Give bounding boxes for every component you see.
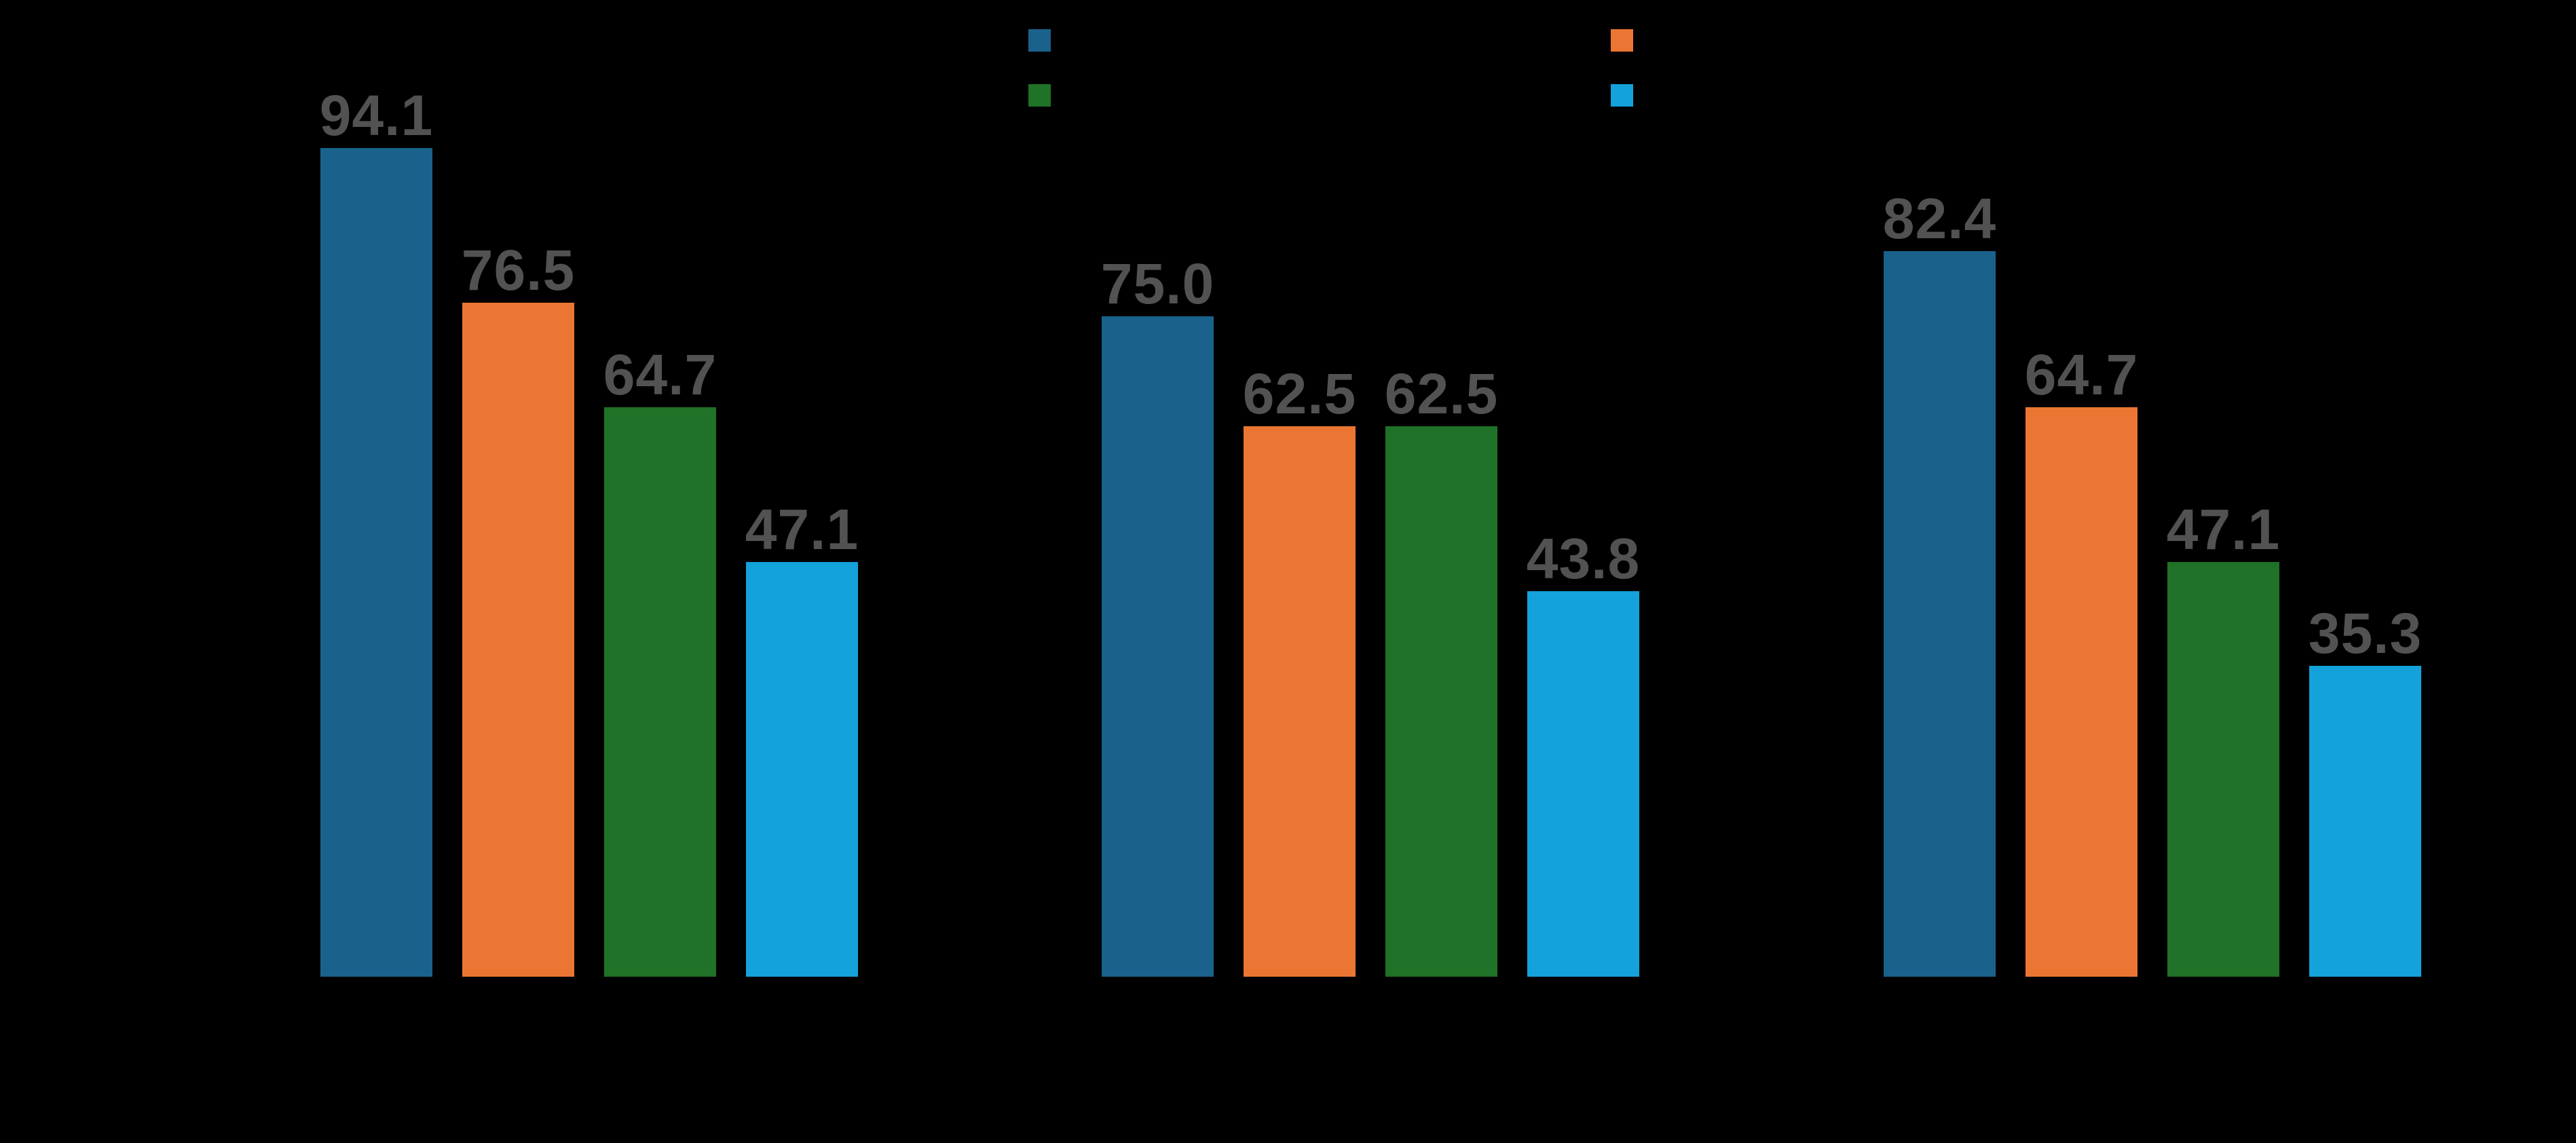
bar-group2-series-1-dark-blue (1102, 316, 1214, 977)
bar-value-label: 43.8 (1526, 527, 1641, 591)
bar-group1-series-2-orange (462, 303, 574, 977)
bar-value-label: 75.0 (1100, 252, 1215, 316)
bar-group1-series-1-dark-blue (320, 148, 432, 977)
bar-group3-series-4-light-blue (2309, 666, 2421, 977)
bar-value-label: 64.7 (603, 343, 717, 407)
bar-value-label: 64.7 (2024, 343, 2139, 407)
legend-swatch-series-2-orange (1611, 29, 1633, 52)
bar-value-label: 94.1 (319, 83, 434, 147)
bar-group2-series-3-green (1385, 426, 1497, 977)
bar-value-label: 62.5 (1242, 362, 1357, 426)
legend-swatch-series-4-light-blue (1611, 84, 1633, 107)
bar-value-label: 62.5 (1384, 362, 1499, 426)
bar-value-label: 47.1 (745, 498, 859, 561)
bar-group3-series-1-dark-blue (1884, 251, 1996, 977)
bar-group3-series-3-green (2167, 562, 2279, 977)
bar-group1-series-3-green (604, 407, 716, 977)
bar-group1-series-4-light-blue (746, 562, 858, 977)
legend-swatch-series-3-green (1028, 84, 1051, 107)
bar-value-label: 82.4 (1882, 187, 1997, 250)
bar-value-label: 47.1 (2166, 498, 2281, 561)
legend-swatch-series-1-dark-blue (1028, 29, 1051, 52)
bar-group3-series-2-orange (2026, 407, 2138, 977)
bar-value-label: 35.3 (2308, 601, 2423, 665)
bar-value-label: 76.5 (461, 238, 576, 302)
bar-group2-series-2-orange (1244, 426, 1356, 977)
bar-group2-series-4-light-blue (1527, 591, 1639, 977)
